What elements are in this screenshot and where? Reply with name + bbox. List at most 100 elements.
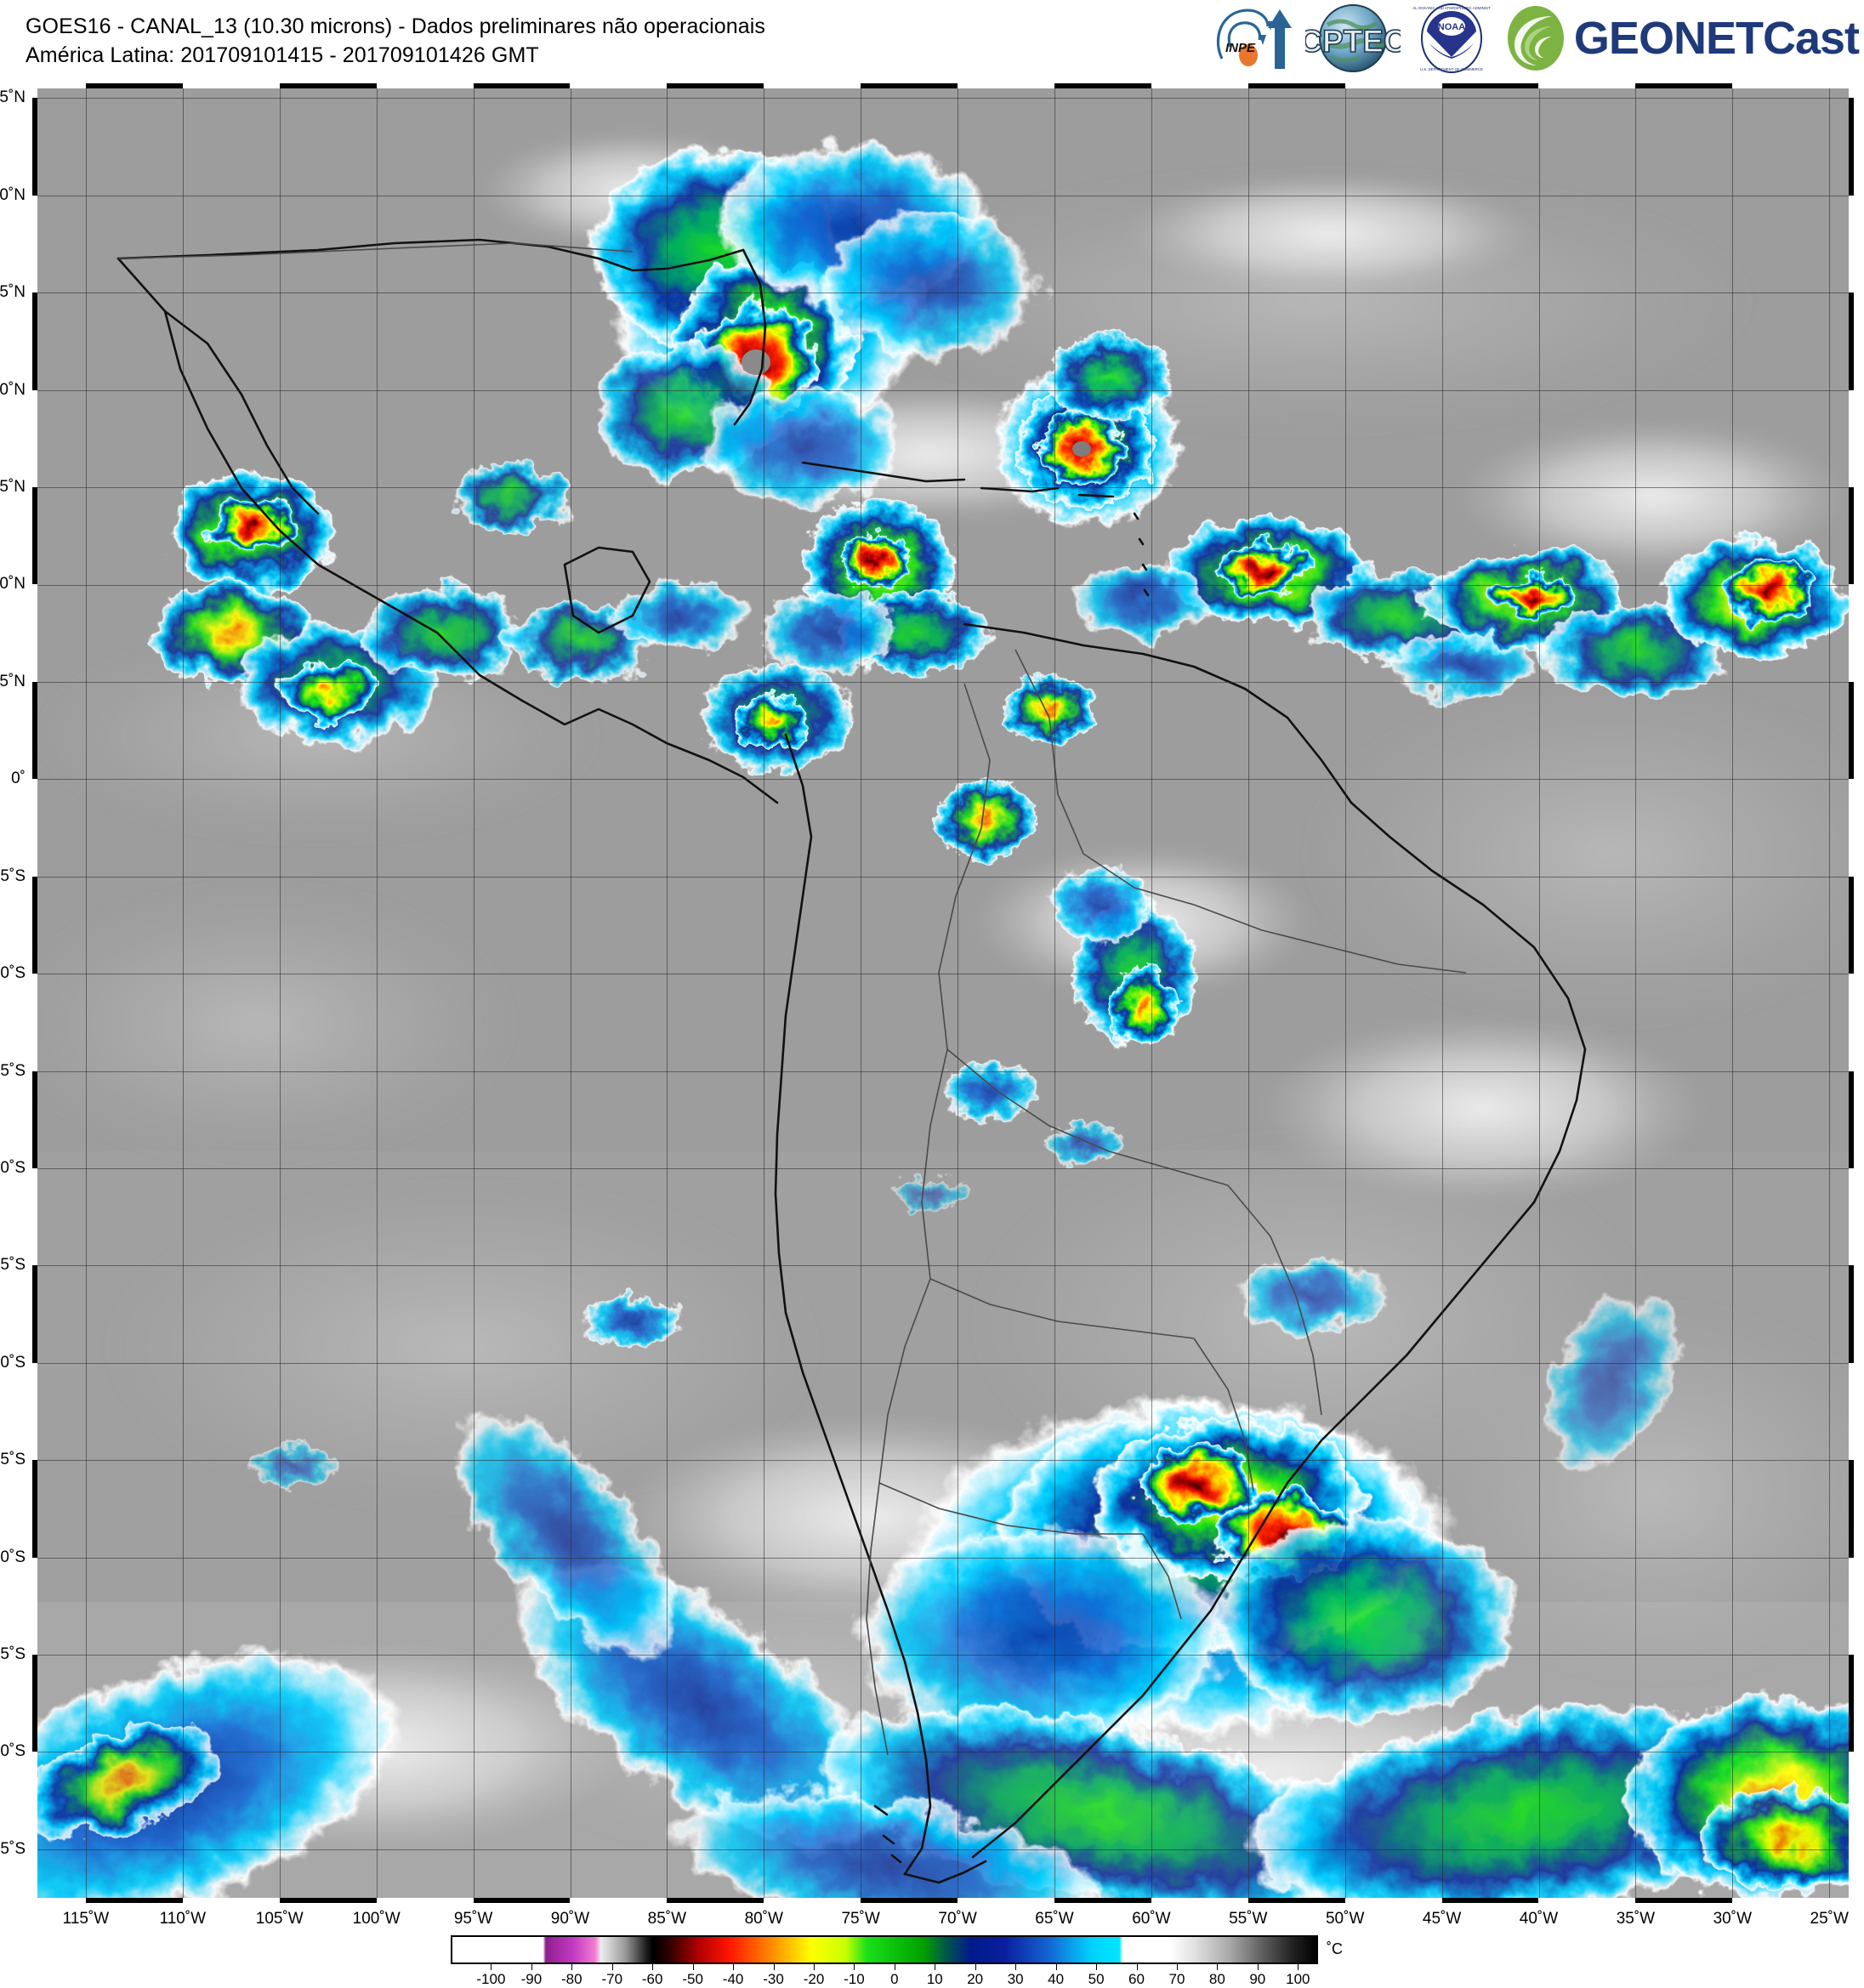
grid-line-lon [376, 88, 378, 1898]
longitude-tick-label: 30˚W [1713, 1910, 1753, 1928]
colorbar-tick [1136, 1964, 1138, 1970]
axis-band-left [32, 88, 37, 1898]
svg-text:CPTEC: CPTEC [1305, 24, 1401, 59]
southern-frontal-bands [37, 1258, 1849, 1898]
latitude-tick-label: 10˚S [0, 964, 26, 983]
longitude-tick-label: 90˚W [550, 1910, 590, 1928]
grid-line-lon [667, 88, 668, 1898]
latitude-tick-label: 30˚N [0, 185, 26, 204]
axis-tick-segment [1849, 1071, 1854, 1168]
axis-tick-segment [473, 1898, 571, 1903]
axis-band-right [1849, 88, 1854, 1898]
colorbar-unit-label: ˚C [1327, 1940, 1343, 1957]
svg-text:NATIONAL OCEANIC AND ATMOSPHER: NATIONAL OCEANIC AND ATMOSPHERIC ADMINIS… [1412, 6, 1491, 10]
grid-line-lon [1247, 88, 1249, 1898]
inpe-logo-icon: INPE [1216, 9, 1292, 69]
longitude-tick-label: 25˚W [1810, 1910, 1849, 1928]
latitude-tick-label: 25˚S [0, 1256, 26, 1275]
grid-line-lat [37, 389, 1849, 391]
colorbar-tick [1217, 1964, 1219, 1970]
longitude-tick-label: 100˚W [352, 1910, 401, 1928]
axis-tick-segment [32, 293, 37, 390]
grid-line-lat [37, 1557, 1849, 1559]
argentina-mcs [854, 1398, 1517, 1747]
latitude-tick-label: 50˚S [0, 1742, 26, 1761]
colorbar-tick [531, 1964, 532, 1970]
latitude-tick-label: 40˚S [0, 1548, 26, 1566]
satellite-raster [37, 88, 1849, 1898]
axis-tick-segment [1849, 1265, 1854, 1363]
colorbar-tick [854, 1964, 855, 1970]
axis-tick-segment [32, 1265, 37, 1363]
axis-tick-segment [1054, 83, 1151, 88]
longitude-tick-label: 50˚W [1325, 1910, 1365, 1928]
ir-brightness-temperature-layer [37, 88, 1849, 1898]
map-container: 35˚N 30˚N 25˚N 20˚N 15˚N 10˚N 5˚N 0˚ 5˚S 10˚S 15˚S… [0, 83, 1854, 1903]
grid-line-lon [1441, 88, 1443, 1898]
latitude-tick-label: 20˚N [0, 380, 26, 399]
grid-line-lon [1151, 88, 1152, 1898]
colorbar-gradient-box [451, 1935, 1318, 1964]
latitude-tick-label: 25˚N [0, 283, 26, 302]
colorbar-tick [1257, 1964, 1259, 1970]
axis-tick-segment [85, 83, 183, 88]
longitude-tick-label: 110˚W [159, 1910, 207, 1928]
grid-line-lat [37, 487, 1849, 489]
grid-line-lat [37, 681, 1849, 683]
axis-tick-segment [667, 1898, 764, 1903]
axis-tick-segment [861, 83, 958, 88]
latitude-tick-label: 55˚S [0, 1839, 26, 1858]
map-frame [32, 83, 1854, 1903]
axis-tick-segment [1441, 83, 1539, 88]
axis-tick-segment [1849, 487, 1854, 585]
grid-line-lat [37, 1265, 1849, 1267]
latitude-tick-label: 0˚ [11, 770, 26, 788]
latitude-tick-label: 35˚N [0, 88, 26, 107]
noaa-logo-icon: NOAA NATIONAL OCEANIC AND ATMOSPHERIC AD… [1399, 3, 1504, 73]
hurricane-irma [590, 144, 1041, 505]
latitude-tick-label: 45˚S [0, 1644, 26, 1663]
axis-tick-segment [1849, 1654, 1854, 1752]
amazon-convection [943, 866, 1198, 1165]
axis-tick-segment [1849, 293, 1854, 390]
longitude-tick-label: 35˚W [1616, 1910, 1656, 1928]
grid-line-lon [86, 88, 87, 1898]
grid-line-lat [37, 1362, 1849, 1364]
axis-tick-segment [1441, 1898, 1539, 1903]
geonetcast-wordmark: GEONETCast [1573, 13, 1860, 64]
axis-tick-segment [32, 1071, 37, 1168]
axis-tick-segment [32, 98, 37, 196]
coastline-overlay [116, 238, 1587, 1884]
geonetcast-swirl-icon [1507, 6, 1564, 71]
axis-tick-segment [1635, 1898, 1733, 1903]
latitude-tick-label: 35˚S [0, 1451, 26, 1469]
axis-tick-segment [279, 1898, 377, 1903]
colorbar-gradient [452, 1937, 1316, 1962]
central-america-convection [701, 501, 1096, 861]
logo-strip: INPE CPTEC [1212, 2, 1860, 75]
grid-line-lat [37, 1655, 1849, 1656]
colorbar-tick [1015, 1964, 1017, 1970]
grid-line-lat [37, 1849, 1849, 1850]
grid-line-lon [279, 88, 281, 1898]
geonetcast-logo: GEONETCast [1503, 3, 1860, 74]
grid-line-lon [1732, 88, 1734, 1898]
axis-tick-segment [1247, 83, 1345, 88]
colorbar-tick [733, 1964, 735, 1970]
grid-line-lon [1538, 88, 1540, 1898]
colorbar-tick [1177, 1964, 1178, 1970]
latitude-tick-label: 15˚S [0, 1061, 26, 1080]
longitude-tick-label: 95˚W [453, 1910, 493, 1928]
longitude-tick-label: 65˚W [1035, 1910, 1074, 1928]
colorbar: -100 -90 -80 -70 -60 -50 -40 -30 -20 -10 0 10 20 30 40… [451, 1935, 1352, 1987]
axis-tick-segment [473, 83, 571, 88]
axis-tick-segment [861, 1898, 958, 1903]
grid-line-lat [37, 1167, 1849, 1169]
colorbar-tick [1298, 1964, 1299, 1970]
svg-text:INPE: INPE [1225, 41, 1256, 55]
longitude-tick-label: 85˚W [647, 1910, 687, 1928]
header: GOES16 - CANAL_13 (10.30 microns) - Dado… [0, 0, 1864, 82]
latitude-tick-label: 5˚N [0, 672, 26, 690]
axis-band-bottom [37, 1898, 1849, 1903]
